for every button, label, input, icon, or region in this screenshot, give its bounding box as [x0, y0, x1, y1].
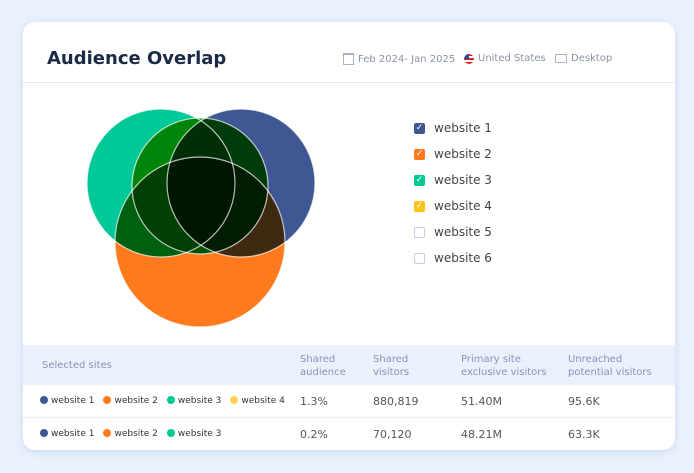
unreached-visitors: 95.6K [568, 395, 600, 408]
desktop-icon [555, 54, 567, 63]
column-header: Shared audience [300, 354, 346, 378]
legend-label: website 2 [434, 147, 492, 161]
country-selector[interactable]: United States [464, 53, 546, 64]
legend-item-website-3[interactable]: ✓ website 3 [414, 167, 492, 193]
country-label: United States [478, 53, 546, 64]
device-label: Desktop [571, 53, 613, 64]
site-chip: website 2 [103, 396, 158, 406]
column-header: Selected sites [42, 360, 112, 371]
legend-label: website 1 [434, 121, 492, 135]
site-chip: website 2 [103, 429, 158, 439]
exclusive-visitors: 48.21M [461, 428, 502, 441]
site-chip: website 3 [166, 429, 221, 439]
table-header: Selected sites Shared audience Shared vi… [23, 345, 675, 385]
site-chip: website 1 [40, 396, 94, 406]
checkbox-icon[interactable] [414, 252, 425, 264]
column-header: Unreached potential visitors [568, 354, 652, 378]
legend-item-website-4[interactable]: ✓ website 4 [414, 193, 492, 219]
legend-item-website-6[interactable]: website 6 [414, 245, 492, 271]
legend-label: website 5 [434, 225, 492, 239]
exclusive-visitors: 51.40M [461, 395, 502, 408]
site-chip: website 4 [230, 396, 285, 406]
shared-visitors: 70,120 [373, 428, 412, 441]
column-header: Primary site exclusive visitors [461, 354, 547, 378]
device-selector[interactable]: Desktop [555, 53, 612, 64]
table-row[interactable]: website 1 website 2 website 3 website 4 … [23, 385, 675, 418]
date-range[interactable]: Feb 2024- Jan 2025 [343, 53, 455, 65]
checkbox-icon[interactable]: ✓ [414, 174, 425, 186]
calendar-icon [343, 53, 354, 65]
table-row[interactable]: website 1 website 2 website 3 0.2% 70,12… [23, 418, 675, 450]
legend-item-website-1[interactable]: ✓ website 1 [414, 115, 492, 141]
date-range-label: Feb 2024- Jan 2025 [358, 53, 456, 65]
unreached-visitors: 63.3K [568, 428, 600, 441]
legend-label: website 4 [434, 199, 492, 213]
legend-label: website 6 [434, 251, 492, 265]
divider [23, 82, 675, 83]
checkbox-icon[interactable]: ✓ [414, 200, 425, 212]
shared-audience: 1.3% [300, 395, 328, 408]
site-chip: website 1 [40, 429, 94, 439]
site-chip: website 3 [166, 396, 221, 406]
legend-item-website-2[interactable]: ✓ website 2 [414, 141, 492, 167]
page-title: Audience Overlap [47, 48, 227, 69]
us-flag-icon [464, 53, 474, 64]
checkbox-icon[interactable]: ✓ [414, 148, 425, 160]
audience-overlap-card: Audience Overlap Feb 2024- Jan 2025 Unit… [23, 22, 675, 450]
shared-audience: 0.2% [300, 428, 328, 441]
column-header: Shared visitors [373, 354, 410, 378]
legend-label: website 3 [434, 173, 492, 187]
circle-website-2[interactable] [115, 157, 285, 327]
legend: ✓ website 1 ✓ website 2 ✓ website 3 ✓ websit… [414, 115, 492, 271]
shared-visitors: 880,819 [373, 395, 419, 408]
checkbox-icon[interactable] [414, 226, 425, 238]
legend-item-website-5[interactable]: website 5 [414, 219, 492, 245]
checkbox-icon[interactable]: ✓ [414, 122, 425, 134]
venn-diagram [86, 108, 316, 328]
